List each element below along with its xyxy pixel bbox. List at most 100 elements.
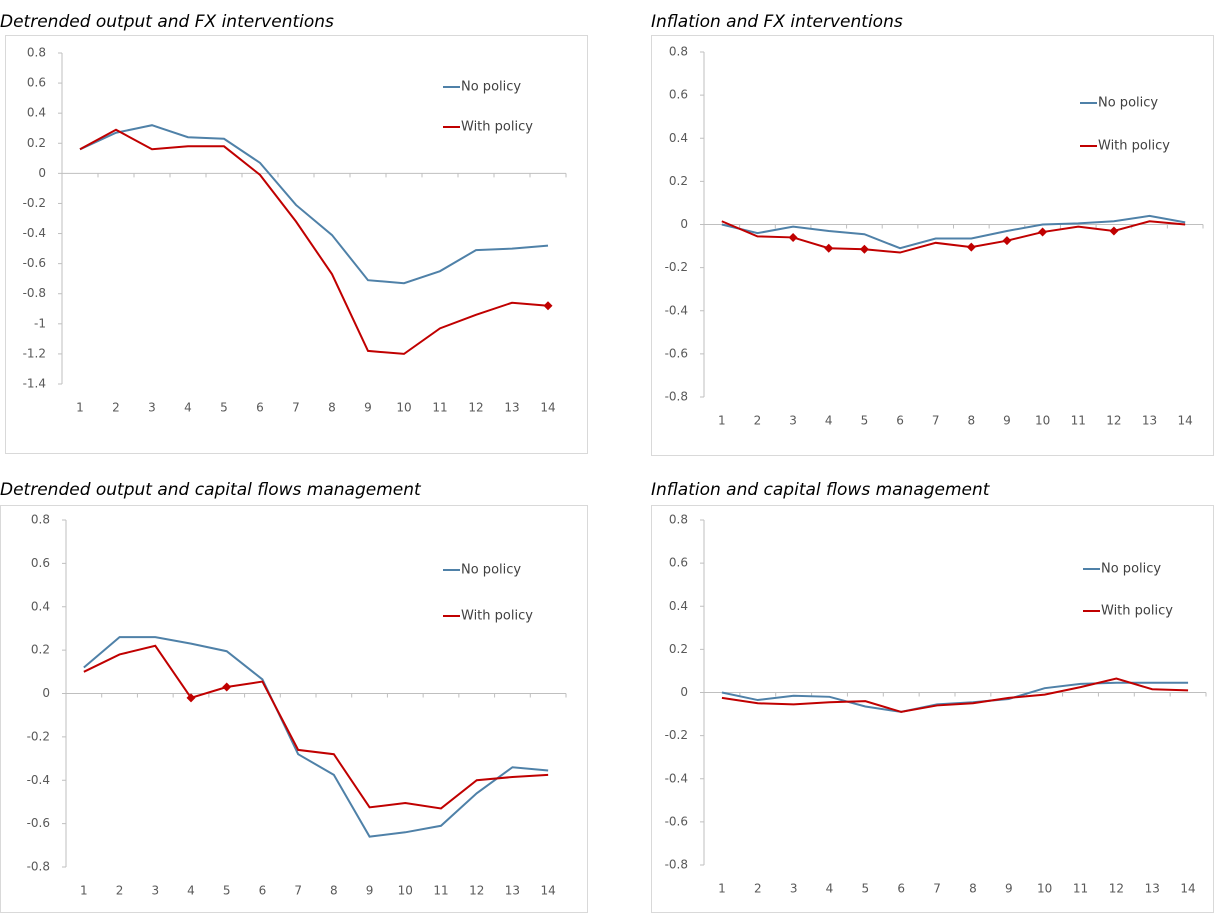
legend-label: With policy: [1098, 139, 1170, 154]
x-tick-label: 2: [112, 401, 120, 415]
point-marker: [186, 693, 196, 703]
x-tick-label: 10: [398, 884, 413, 898]
y-tick-label: 0: [42, 686, 50, 700]
y-tick-label: -1.4: [23, 377, 46, 391]
x-tick-label: 1: [718, 414, 726, 428]
x-tick-label: 14: [1178, 414, 1193, 428]
x-tick-label: 5: [220, 401, 228, 415]
series-line: [83, 644, 549, 810]
x-tick-label: 1: [76, 401, 84, 415]
x-tick-label: 7: [294, 884, 302, 898]
x-tick-label: 6: [259, 884, 267, 898]
y-tick-label: -1: [34, 316, 46, 330]
x-tick-label: 3: [790, 882, 798, 896]
legend-label: With policy: [461, 120, 533, 135]
x-tick-label: 10: [1035, 414, 1050, 428]
x-tick-label: 12: [1106, 414, 1121, 428]
y-tick-label: -0.6: [27, 816, 50, 830]
x-tick-label: 12: [469, 884, 484, 898]
chart-title: Detrended output and FX interventions: [0, 12, 334, 32]
x-tick-label: 9: [364, 401, 372, 415]
y-tick-label: 0.4: [27, 106, 46, 120]
y-tick-label: 0: [680, 685, 688, 699]
y-tick-label: 0.4: [669, 131, 688, 145]
x-tick-label: 4: [184, 401, 192, 415]
x-tick-label: 4: [825, 414, 833, 428]
series-line: [721, 220, 1186, 254]
point-marker: [966, 242, 976, 252]
x-tick-label: 13: [1145, 882, 1160, 896]
x-tick-label: 11: [1071, 414, 1086, 428]
y-tick-label: -0.8: [27, 860, 50, 874]
legend-label: No policy: [1098, 96, 1158, 111]
x-tick-label: 9: [366, 884, 374, 898]
x-tick-label: 14: [1180, 882, 1195, 896]
x-tick-label: 7: [932, 414, 940, 428]
y-tick-label: -0.2: [665, 728, 688, 742]
y-tick-label: -0.6: [665, 814, 688, 828]
y-tick-label: 0.2: [31, 643, 50, 657]
y-tick-label: -0.2: [665, 260, 688, 274]
y-tick-label: 0.8: [669, 45, 688, 59]
series-line: [79, 124, 549, 285]
point-marker: [1109, 226, 1119, 236]
y-tick-label: -0.6: [23, 256, 46, 270]
y-tick-label: 0: [38, 166, 46, 180]
legend-label: With policy: [461, 609, 533, 624]
chart-title: Inflation and capital flows management: [651, 480, 991, 500]
series-line: [79, 128, 549, 355]
x-tick-label: 8: [968, 414, 976, 428]
x-tick-label: 9: [1003, 414, 1011, 428]
x-tick-label: 2: [754, 414, 762, 428]
x-tick-label: 7: [933, 882, 941, 896]
x-tick-label: 10: [396, 401, 411, 415]
chart-title: Detrended output and capital flows manag…: [0, 480, 422, 500]
y-tick-label: 0.2: [669, 642, 688, 656]
y-tick-label: -0.4: [27, 773, 50, 787]
point-marker: [543, 301, 553, 311]
y-tick-label: 0.4: [669, 599, 688, 613]
y-tick-label: 0: [680, 217, 688, 231]
legend-label: With policy: [1101, 604, 1173, 619]
chart-frame: [651, 35, 1214, 456]
y-tick-label: 0.6: [27, 76, 46, 90]
x-tick-label: 2: [116, 884, 124, 898]
point-marker: [222, 682, 232, 692]
point-marker: [788, 232, 798, 242]
point-marker: [859, 244, 869, 254]
x-tick-label: 11: [433, 884, 448, 898]
x-tick-label: 8: [330, 884, 338, 898]
y-tick-label: 0.8: [669, 513, 688, 527]
x-tick-label: 9: [1005, 882, 1013, 896]
y-tick-label: 0.8: [27, 46, 46, 60]
series-line: [721, 214, 1186, 250]
y-tick-label: -0.4: [665, 303, 688, 317]
y-tick-label: -0.2: [27, 729, 50, 743]
x-tick-label: 12: [468, 401, 483, 415]
point-marker: [1038, 227, 1048, 237]
series-line: [721, 677, 1189, 713]
y-tick-label: 0.6: [669, 556, 688, 570]
x-tick-label: 1: [80, 884, 88, 898]
x-tick-label: 6: [256, 401, 264, 415]
y-tick-label: -0.2: [23, 196, 46, 210]
legend-label: No policy: [461, 563, 521, 578]
x-tick-label: 11: [1073, 882, 1088, 896]
x-tick-label: 3: [148, 401, 156, 415]
point-marker: [1002, 236, 1012, 246]
x-tick-label: 14: [541, 884, 556, 898]
x-tick-label: 5: [862, 882, 870, 896]
x-tick-label: 13: [1142, 414, 1157, 428]
y-tick-label: -0.4: [665, 771, 688, 785]
point-marker: [824, 243, 834, 253]
chart-title: Inflation and FX interventions: [651, 12, 903, 32]
x-tick-label: 8: [328, 401, 336, 415]
x-tick-label: 8: [969, 882, 977, 896]
x-tick-label: 5: [223, 884, 231, 898]
y-tick-label: 0.4: [31, 599, 50, 613]
x-tick-label: 4: [187, 884, 195, 898]
x-tick-label: 6: [896, 414, 904, 428]
y-tick-label: -0.4: [23, 226, 46, 240]
x-tick-label: 10: [1037, 882, 1052, 896]
